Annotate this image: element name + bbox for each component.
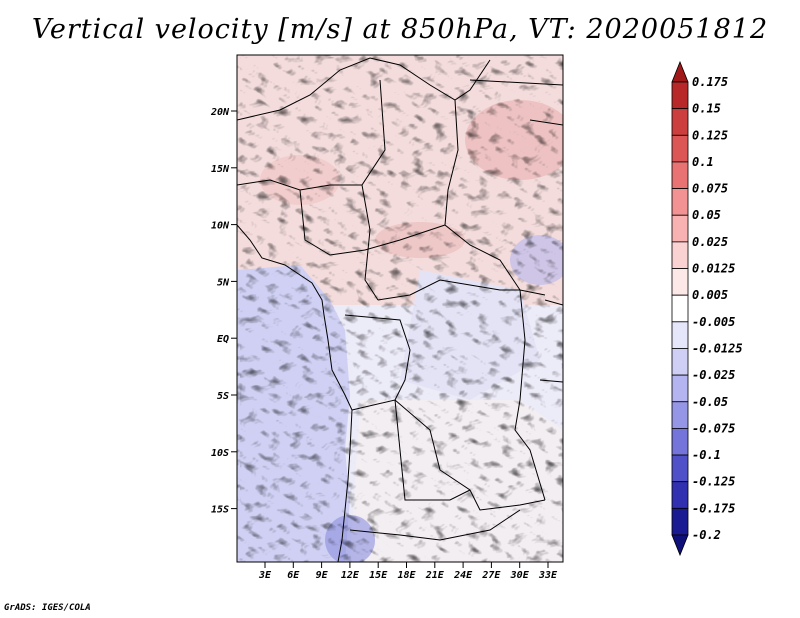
- colorbar-label: 0.025: [692, 235, 728, 249]
- colorbar-segment: [671, 481, 689, 509]
- colorbar-label: 0.1: [692, 155, 714, 169]
- lon-label: 12E: [341, 570, 360, 581]
- colorbar-segment: [671, 294, 689, 323]
- colorbar-label: -0.025: [692, 368, 735, 382]
- colorbar-segment: [671, 214, 689, 243]
- colorbar-label: -0.1: [692, 448, 721, 462]
- colorbar-label: 0.175: [692, 75, 728, 89]
- colorbar-label: -0.005: [692, 315, 735, 329]
- colorbar-segment: [671, 81, 689, 110]
- colorbar: 0.175 0.15 0.125 0.1 0.075 0.05 0.025 0.0125 0.0…: [671, 60, 743, 557]
- colorbar-label: -0.075: [692, 421, 735, 435]
- lat-label: 10N: [211, 221, 230, 232]
- lat-label: 20N: [210, 107, 230, 118]
- colorbar-segment: [671, 428, 689, 456]
- lat-label: EQ: [217, 334, 229, 345]
- latitude-axis: 20N 15N 10N 5N EQ 5S 10S 15S: [210, 107, 237, 516]
- lon-label: 15E: [369, 570, 388, 581]
- colorbar-segment: [671, 188, 689, 216]
- lon-label: 6E: [287, 570, 300, 581]
- lon-label: 18E: [397, 570, 416, 581]
- colorbar-segment: [671, 454, 689, 483]
- country-borders: [237, 57, 563, 562]
- lat-label: 15S: [211, 505, 229, 516]
- colorbar-label: 0.15: [692, 102, 721, 116]
- lon-label: 30E: [510, 570, 530, 581]
- grads-credit: GrADS: IGES/COLA: [4, 603, 91, 613]
- colorbar-segment: [671, 134, 689, 163]
- lon-label: 3E: [258, 570, 272, 581]
- lat-label: 5S: [217, 391, 229, 402]
- colorbar-segment: [671, 161, 689, 189]
- colorbar-segment: [671, 108, 689, 136]
- colorbar-label: 0.125: [692, 128, 728, 142]
- lon-label: 33E: [538, 570, 558, 581]
- lat-label: 10S: [211, 448, 229, 459]
- colorbar-segment: [671, 241, 689, 269]
- lon-label: 24E: [453, 570, 473, 581]
- colorbar-label: 0.005: [692, 288, 728, 302]
- colorbar-min-arrow: [671, 534, 689, 557]
- colorbar-segment: [671, 374, 689, 403]
- lat-label: 15N: [211, 164, 230, 175]
- colorbar-label: -0.2: [692, 528, 721, 542]
- lon-label: 27E: [481, 570, 501, 581]
- colorbar-segment: [671, 401, 689, 429]
- colorbar-label: -0.125: [692, 475, 735, 489]
- colorbar-label: 0.0125: [692, 262, 735, 276]
- colorbar-max-arrow: [671, 60, 689, 83]
- map-panel: [236, 54, 564, 563]
- colorbar-segment: [671, 507, 689, 536]
- colorbar-label: 0.075: [692, 182, 728, 196]
- colorbar-label: -0.0125: [692, 341, 743, 355]
- colorbar-label: 0.05: [692, 208, 721, 222]
- colorbar-label: -0.175: [692, 501, 735, 515]
- lon-label: 9E: [316, 570, 329, 581]
- colorbar-segment: [671, 321, 689, 349]
- lat-label: 5N: [217, 277, 230, 288]
- lon-label: 21E: [425, 570, 445, 581]
- colorbar-segment: [671, 348, 689, 376]
- longitude-axis: 3E 6E 9E 12E 15E 18E 21E 24E 27E 30E 33E: [258, 562, 558, 581]
- colorbar-label: -0.05: [692, 395, 728, 409]
- map-title: Vertical velocity [m/s] at 850hPa, VT: 2…: [31, 14, 769, 45]
- colorbar-segment: [671, 268, 689, 296]
